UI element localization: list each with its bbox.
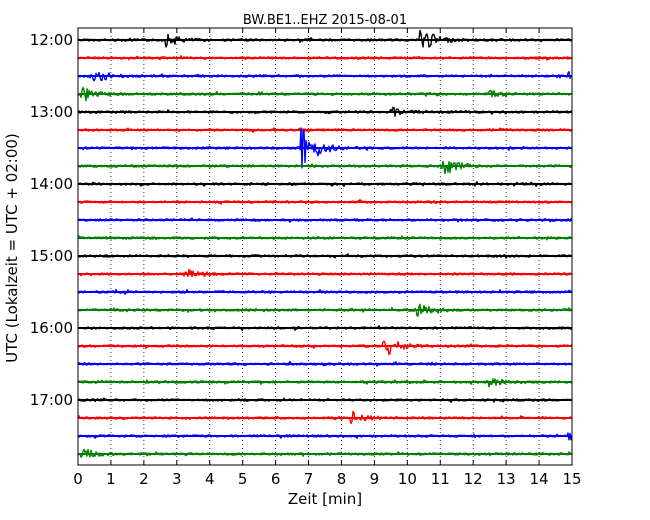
y-tick-label: 14:00 [30,175,73,193]
x-tick-label: 5 [238,470,248,488]
x-tick-label: 15 [562,470,581,488]
y-axis-ticks: 12:00 13:00 14:00 15:00 16:00 17:00 [30,31,572,409]
chart-title: BW.BE1..EHZ 2015-08-01 [243,13,407,28]
y-tick-label: 12:00 [30,31,73,49]
trace-1615 [77,340,573,356]
x-tick-label: 6 [271,470,281,488]
grid-lines [110,28,540,465]
x-axis-label: Zeit [min] [288,490,362,508]
seismic-traces [77,29,573,458]
x-tick-label: 14 [530,470,549,488]
x-tick-label: 2 [139,470,149,488]
y-tick-label: 17:00 [30,391,73,409]
x-tick-label: 9 [370,470,380,488]
x-tick-label: 8 [337,470,347,488]
x-tick-label: 4 [205,470,215,488]
trace-1345 [77,160,573,175]
x-tick-label: 3 [172,470,182,488]
y-tick-label: 13:00 [30,103,73,121]
x-tick-label: 7 [304,470,314,488]
y-tick-label: 15:00 [30,247,73,265]
x-axis-ticks: 0 1 2 3 4 5 6 7 8 9 10 11 12 13 14 15 [73,28,582,488]
x-tick-label: 1 [106,470,116,488]
trace-1200 [77,29,573,48]
x-tick-label: 11 [431,470,450,488]
y-axis-label: UTC (Lokalzeit = UTC + 02:00) [3,133,21,363]
x-tick-label: 12 [464,470,483,488]
x-tick-label: 10 [398,470,417,488]
x-tick-label: 13 [497,470,516,488]
y-tick-label: 16:00 [30,319,73,337]
plot-frame [77,27,573,466]
x-tick-label: 0 [73,470,83,488]
